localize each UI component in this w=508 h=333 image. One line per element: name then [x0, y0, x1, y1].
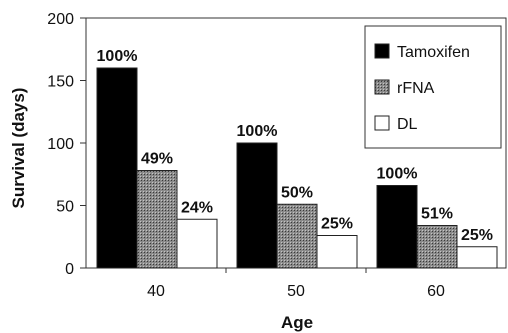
y-axis-title: Survival (days)	[9, 88, 28, 209]
bar-rfna-50	[276, 203, 318, 269]
data-label: 100%	[377, 166, 418, 183]
bar-rfna-60	[416, 225, 458, 269]
data-label: 24%	[181, 199, 213, 216]
y-tick-label: 150	[47, 74, 74, 91]
legend-label-dl: DL	[397, 116, 418, 133]
y-tick-label: 0	[65, 261, 74, 278]
y-tick-label: 200	[47, 11, 74, 28]
legend: Tamoxifen rFNA DL	[364, 25, 502, 149]
bar-tamoxifen-40	[96, 67, 138, 269]
data-label: 100%	[97, 48, 138, 65]
x-tick-label: 40	[147, 283, 165, 300]
bar-tamoxifen-50	[236, 142, 278, 269]
legend-swatch-rfna	[374, 79, 390, 95]
plot-area: 0 50 100 150 200 40 50 60 100% 100% 100% 49% 50% 51% 2…	[47, 11, 507, 300]
bar-dl-60	[456, 246, 498, 269]
data-label: 25%	[321, 216, 353, 233]
legend-swatch-dl	[374, 115, 390, 131]
bar-tamoxifen-60	[376, 185, 418, 269]
x-tick-label: 50	[287, 283, 305, 300]
data-label: 100%	[237, 123, 278, 140]
data-label: 49%	[141, 151, 173, 168]
legend-swatch-tamoxifen	[374, 43, 390, 59]
bar-dl-40	[176, 218, 218, 269]
data-label: 51%	[421, 206, 453, 223]
data-label: 50%	[281, 184, 313, 201]
data-label: 25%	[461, 227, 493, 244]
bar-rfna-40	[136, 170, 178, 269]
legend-label-tamoxifen: Tamoxifen	[397, 44, 470, 61]
x-tick-label: 60	[427, 283, 445, 300]
y-tick-label: 100	[47, 136, 74, 153]
legend-label-rfna: rFNA	[397, 80, 435, 97]
y-tick-label: 50	[56, 199, 74, 216]
x-axis-title: Age	[281, 313, 313, 332]
bar-dl-50	[316, 235, 358, 269]
